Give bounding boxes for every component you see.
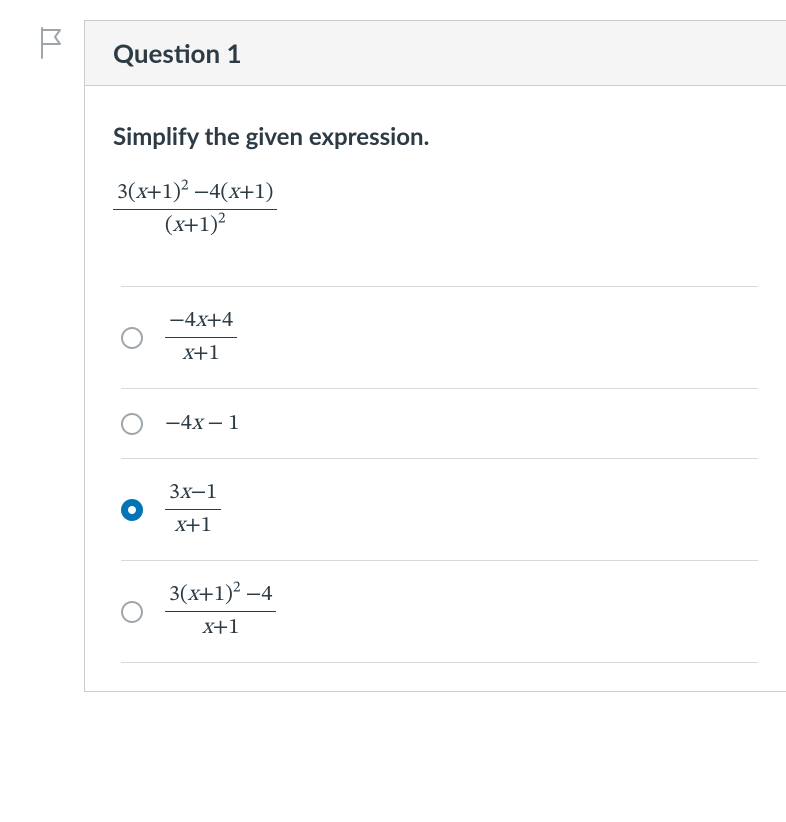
option-row[interactable]: 3(x+1)2 −4x+1 (121, 560, 758, 663)
option-numerator: 3x−1 (165, 479, 221, 510)
options-list: −4x+4x+1−4x − 13x−1x+13(x+1)2 −4x+1 (121, 286, 758, 663)
flag-icon[interactable] (38, 26, 66, 60)
radio-button[interactable] (121, 499, 143, 521)
option-row[interactable]: 3x−1x+1 (121, 458, 758, 560)
question-container: Question 1 Simplify the given expression… (0, 0, 786, 692)
radio-button[interactable] (121, 413, 143, 435)
question-expression: 3(x+1)2 −4(x+1) (x+1)2 (113, 179, 758, 240)
option-math: 3x−1x+1 (165, 479, 221, 540)
option-denominator: x+1 (165, 338, 237, 368)
option-numerator: −4x+4 (165, 307, 237, 338)
expr-denominator: (x+1)2 (113, 210, 277, 240)
radio-button[interactable] (121, 601, 143, 623)
option-row[interactable]: −4x+4x+1 (121, 286, 758, 388)
question-prompt: Simplify the given expression. (113, 122, 758, 151)
question-body: Simplify the given expression. 3(x+1)2 −… (85, 86, 786, 691)
question-title: Question 1 (113, 37, 242, 69)
option-row[interactable]: −4x − 1 (121, 388, 758, 458)
option-denominator: x+1 (165, 612, 276, 642)
option-numerator: 3(x+1)2 −4 (165, 581, 276, 612)
option-math: −4x+4x+1 (165, 307, 237, 368)
question-panel: Question 1 Simplify the given expression… (84, 20, 786, 692)
radio-button[interactable] (121, 327, 143, 349)
option-math: −4x − 1 (165, 410, 239, 438)
question-header: Question 1 (85, 21, 786, 86)
option-denominator: x+1 (165, 510, 221, 540)
option-math: 3(x+1)2 −4x+1 (165, 581, 276, 642)
expr-numerator: 3(x+1)2 −4(x+1) (113, 179, 277, 210)
